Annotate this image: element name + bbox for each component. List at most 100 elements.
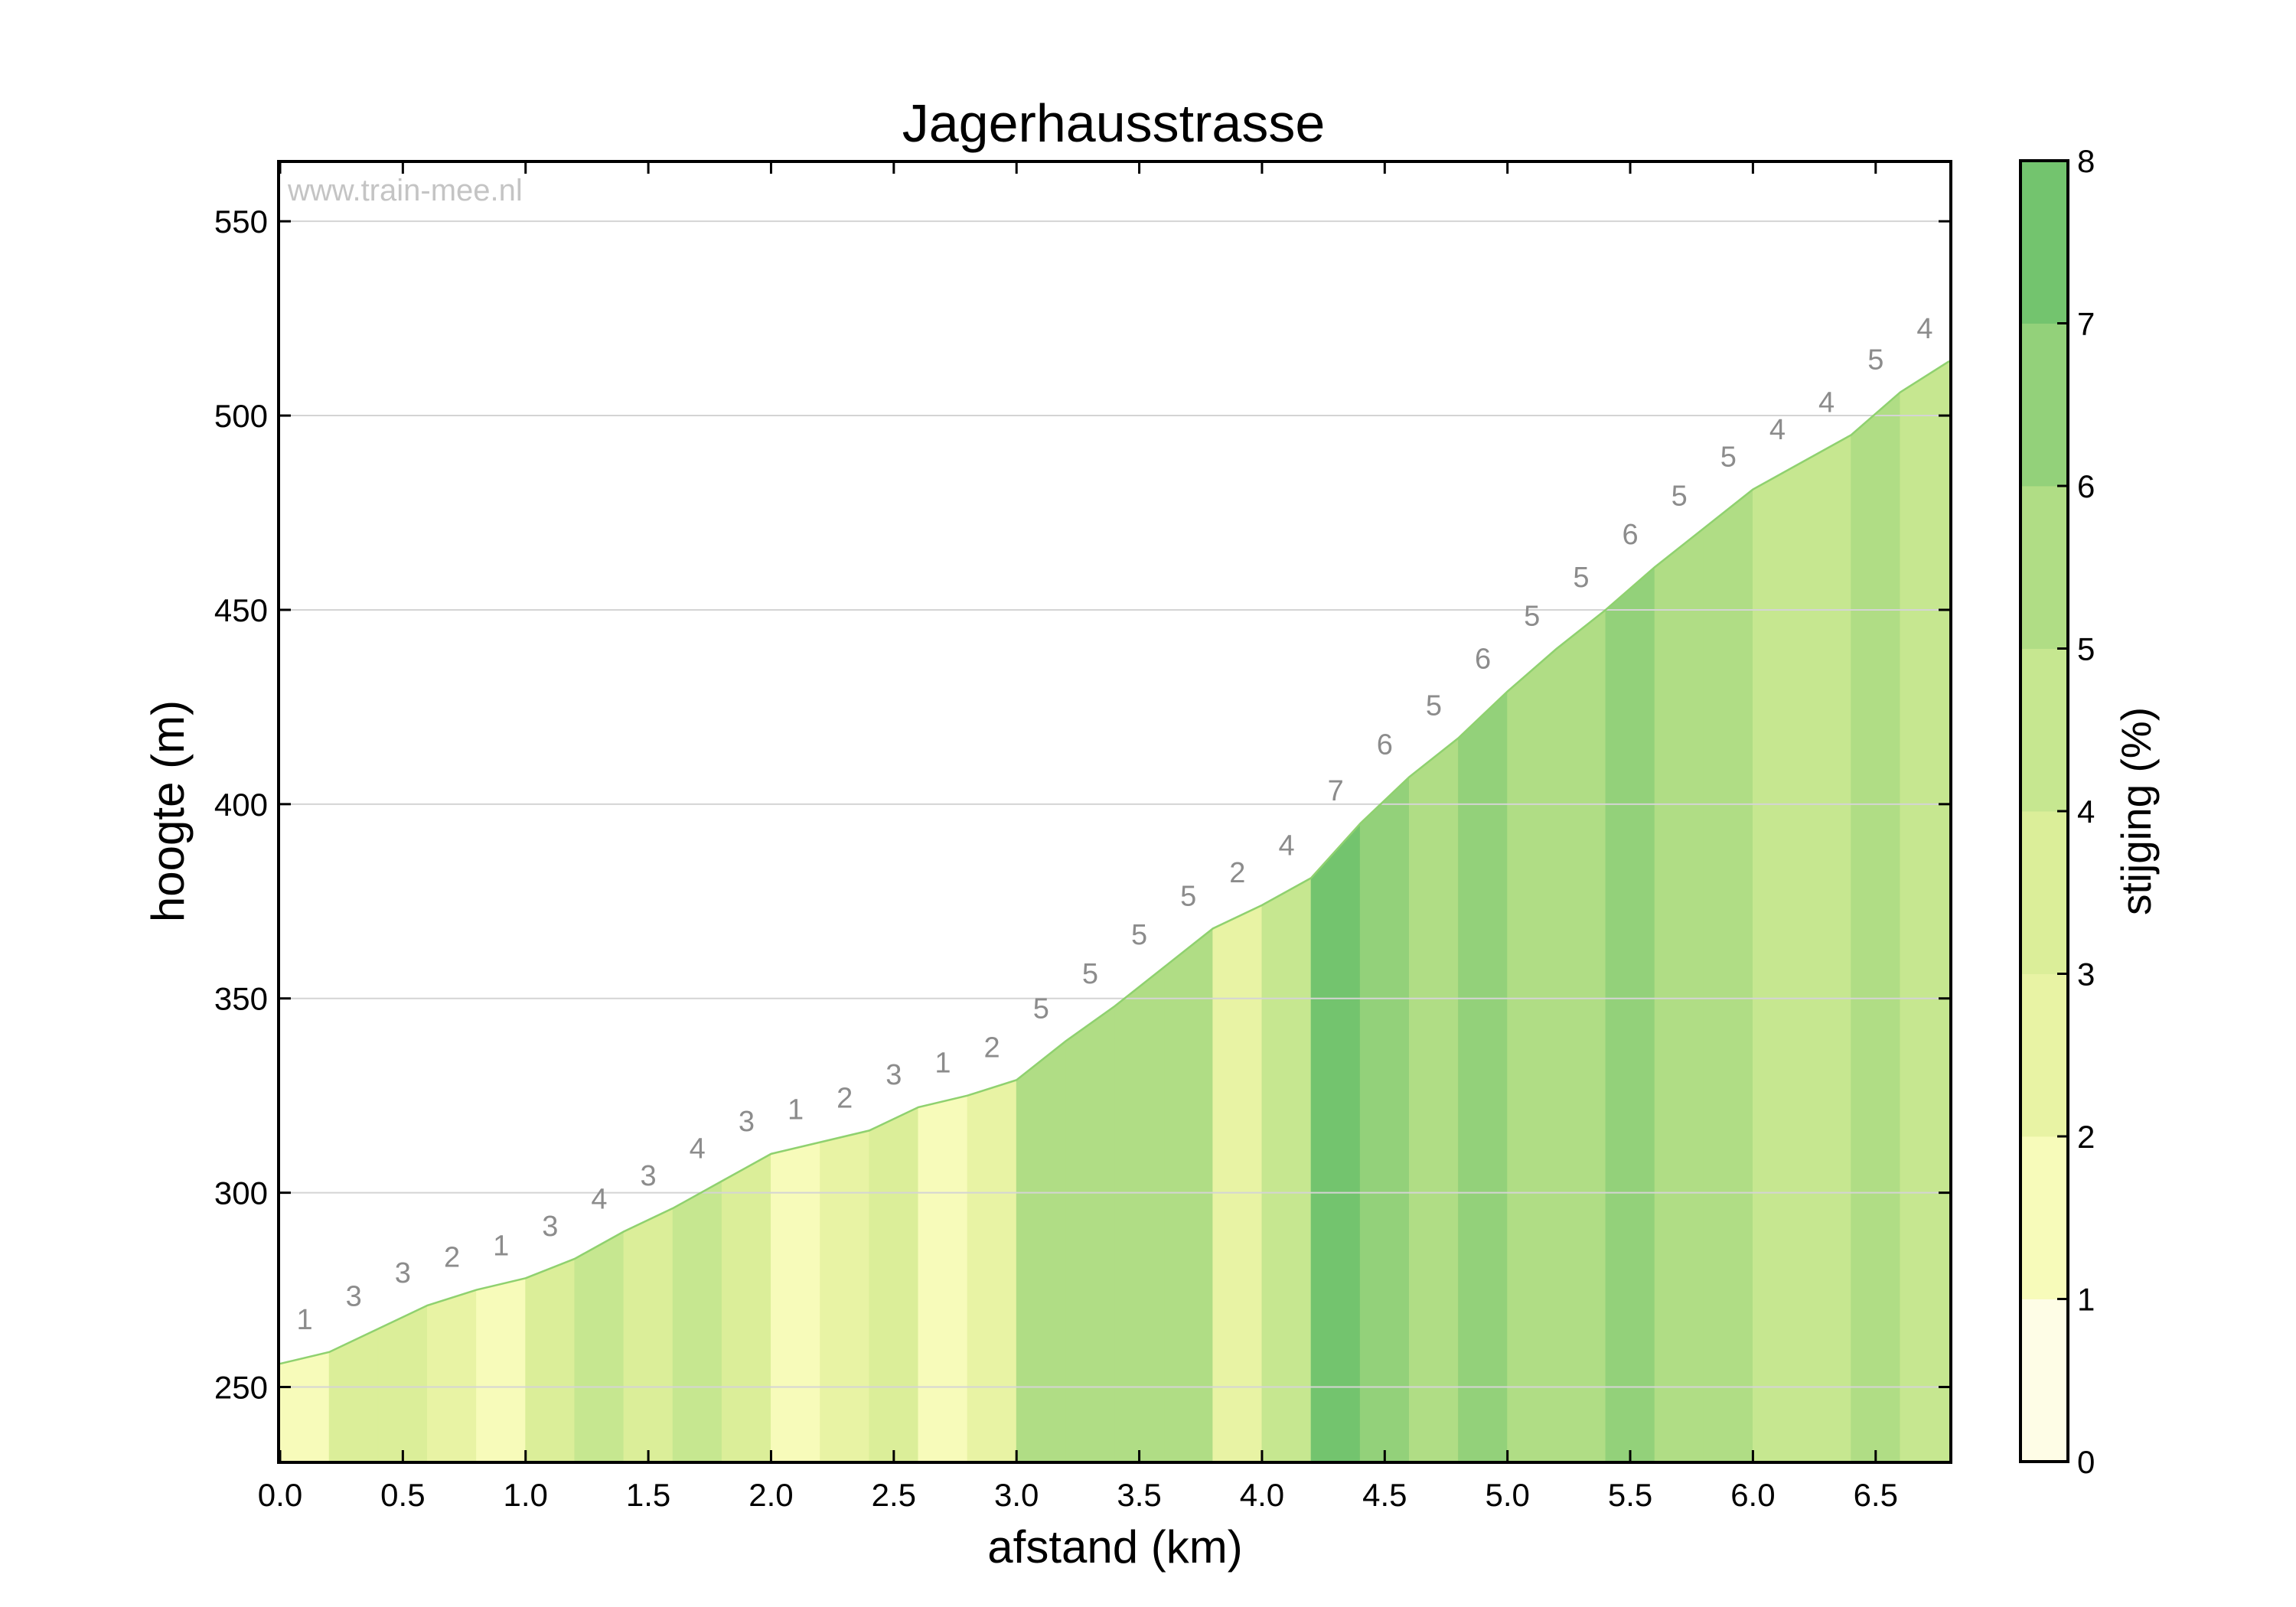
y-tick-label: 350 xyxy=(214,981,268,1017)
x-tick-label: 3.0 xyxy=(994,1477,1039,1513)
gradient-segment xyxy=(1261,877,1312,1462)
colorbar-tick-label: 6 xyxy=(2077,468,2095,504)
x-tick-label: 2.0 xyxy=(748,1477,793,1513)
gradient-label: 3 xyxy=(346,1280,362,1312)
plot-frame xyxy=(277,160,1952,1464)
gradient-label: 5 xyxy=(1524,601,1540,633)
x-tick-label: 1.5 xyxy=(626,1477,670,1513)
x-tick-label: 4.0 xyxy=(1240,1477,1284,1513)
gradient-label: 4 xyxy=(591,1183,607,1215)
gradient-label: 1 xyxy=(297,1304,313,1336)
gradient-label: 5 xyxy=(1867,344,1883,376)
x-tick-label: 0.0 xyxy=(258,1477,302,1513)
gradient-segment xyxy=(1016,1040,1066,1462)
gradient-segment xyxy=(525,1258,576,1462)
gradient-label: 5 xyxy=(1180,880,1196,912)
gradient-segment xyxy=(967,1079,1017,1462)
gradient-label: 4 xyxy=(1769,414,1786,446)
gradient-segment xyxy=(1556,609,1606,1462)
gradient-label: 2 xyxy=(444,1242,460,1274)
colorbar-tick-label: 2 xyxy=(2077,1119,2095,1155)
watermark: www.train-mee.nl xyxy=(287,174,523,207)
gradient-segment xyxy=(1802,434,1852,1462)
gradient-segment xyxy=(672,1180,722,1462)
gradient-segments xyxy=(279,360,1950,1462)
gradient-segment xyxy=(574,1231,625,1462)
x-tick-label: 5.0 xyxy=(1485,1477,1529,1513)
x-tick-label: 6.0 xyxy=(1730,1477,1775,1513)
gradient-segment xyxy=(1163,927,1214,1462)
gradient-segment xyxy=(1310,823,1361,1462)
y-tick-label: 250 xyxy=(214,1370,268,1406)
gradient-label: 4 xyxy=(1278,830,1294,862)
gradient-segment xyxy=(1065,1006,1115,1462)
gradient-label: 4 xyxy=(690,1133,706,1165)
elevation-line xyxy=(279,360,1950,1365)
y-tick-label: 550 xyxy=(214,204,268,240)
gradient-label: 7 xyxy=(1328,775,1344,807)
gradient-label: 1 xyxy=(788,1094,804,1126)
x-tick-label: 3.5 xyxy=(1117,1477,1161,1513)
gradient-label: 4 xyxy=(1818,386,1835,419)
gradient-segment xyxy=(476,1277,527,1462)
gradient-segment xyxy=(1753,461,1802,1462)
gradient-label: 3 xyxy=(739,1106,755,1138)
colorbar-tick-label: 5 xyxy=(2077,631,2095,667)
gradient-segment xyxy=(918,1095,968,1462)
y-tick-label: 400 xyxy=(214,787,268,823)
chart-title: Jagerhausstrasse xyxy=(902,93,1326,153)
y-tick-label: 450 xyxy=(214,592,268,628)
colorbar-swatch xyxy=(2020,1136,2069,1299)
x-tick-label: 4.5 xyxy=(1362,1477,1407,1513)
x-tick-label: 0.5 xyxy=(380,1477,425,1513)
gradient-segment xyxy=(1359,776,1410,1462)
gradient-segment xyxy=(1408,737,1459,1462)
y-axis-ticks: 250 300 350 400 450 500 550 xyxy=(214,204,1949,1406)
colorbar-swatch xyxy=(2020,648,2069,812)
colorbar-tick-label: 4 xyxy=(2077,794,2095,830)
colorbar-tick-label: 7 xyxy=(2077,306,2095,342)
gradient-label: 6 xyxy=(1622,519,1638,551)
gradient-label: 6 xyxy=(1475,644,1491,676)
gradient-segment xyxy=(1507,647,1557,1462)
gradient-label: 2 xyxy=(984,1032,1000,1064)
gradient-label: 3 xyxy=(641,1160,657,1192)
gradient-segment xyxy=(1458,690,1508,1462)
gradient-segment xyxy=(820,1129,870,1462)
gradient-segment xyxy=(1900,360,1950,1462)
y-tick-label: 300 xyxy=(214,1175,268,1211)
gradient-label: 5 xyxy=(1573,562,1589,594)
colorbar-swatch xyxy=(2020,810,2069,974)
colorbar-ticks: 0 1 2 3 4 5 6 7 8 xyxy=(2057,143,2095,1480)
colorbar-swatch xyxy=(2020,1299,2069,1462)
gradient-label: 3 xyxy=(885,1059,902,1091)
colorbar-label: stijging (%) xyxy=(2112,707,2160,915)
x-axis-ticks: 0.0 0.5 1.0 1.5 2.0 2.5 3.0 3.5 4.0 4.5 5.0 5.5 6.0 6… xyxy=(258,163,1898,1513)
gradient-label: 5 xyxy=(1131,919,1147,951)
gradient-label: 5 xyxy=(1426,690,1442,722)
colorbar-swatch xyxy=(2020,323,2069,487)
gradient-label: 5 xyxy=(1671,480,1688,512)
gradient-segment xyxy=(1212,905,1263,1462)
gradient-label: 6 xyxy=(1377,729,1393,761)
colorbar-tick-label: 8 xyxy=(2077,143,2095,179)
y-axis-label: hoogte (m) xyxy=(142,700,194,922)
gradient-segment xyxy=(377,1305,428,1462)
gradient-segment xyxy=(1605,566,1655,1462)
x-axis-label: afstand (km) xyxy=(987,1521,1242,1573)
gradient-segment xyxy=(623,1208,673,1462)
x-tick-label: 6.5 xyxy=(1854,1477,1898,1513)
colorbar-swatch xyxy=(2020,160,2069,324)
x-tick-label: 1.0 xyxy=(504,1477,548,1513)
y-tick-label: 500 xyxy=(214,398,268,434)
gradient-segment xyxy=(721,1153,771,1462)
horizontal-gridlines xyxy=(280,220,1949,1388)
gradient-label: 1 xyxy=(493,1230,509,1262)
gradient-label: 5 xyxy=(1033,993,1049,1025)
colorbar-tick-label: 3 xyxy=(2077,957,2095,993)
x-tick-label: 2.5 xyxy=(872,1477,916,1513)
colorbar-swatch xyxy=(2020,485,2069,649)
gradient-label: 3 xyxy=(395,1257,411,1289)
